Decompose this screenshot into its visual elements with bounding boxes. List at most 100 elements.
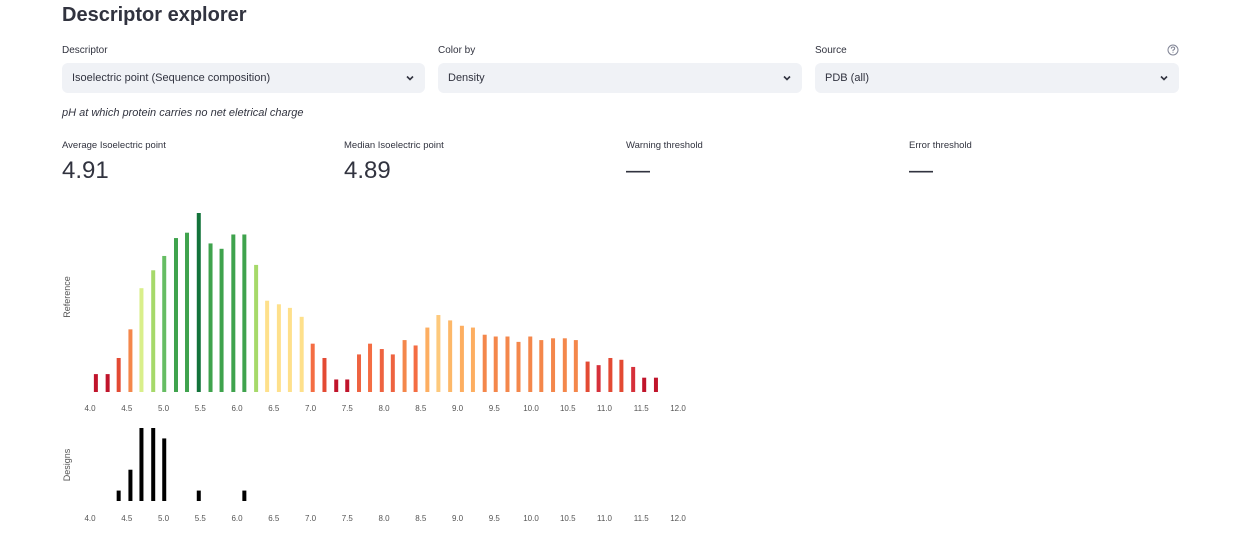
x-tick-label: 5.0 xyxy=(158,514,170,523)
chevron xyxy=(406,75,414,81)
bar xyxy=(242,490,247,501)
metric-label: Average Isoelectric point xyxy=(62,140,166,151)
bar xyxy=(116,357,121,392)
bar xyxy=(493,336,498,392)
x-tick-label: 6.5 xyxy=(268,514,280,523)
select[interactable]: PDB (all) xyxy=(815,63,1179,93)
x-tick-label: 5.5 xyxy=(195,404,207,413)
x-tick-label: 7.0 xyxy=(305,514,317,523)
bar xyxy=(287,307,292,392)
bar xyxy=(196,213,201,392)
x-tick-label: 4.5 xyxy=(121,514,133,523)
x-tick-label: 8.5 xyxy=(415,514,427,523)
bar xyxy=(390,354,395,392)
x-tick-label: 11.0 xyxy=(597,514,613,523)
bar xyxy=(299,316,304,392)
bar xyxy=(596,365,601,392)
x-tick-label: 6.5 xyxy=(268,404,280,413)
bar xyxy=(276,304,281,392)
help-icon[interactable] xyxy=(1167,44,1179,56)
x-tick-label: 12.0 xyxy=(670,514,686,523)
chevron xyxy=(783,75,791,81)
x-tick-label: 9.5 xyxy=(489,514,501,523)
bar xyxy=(242,234,247,392)
x-tick-label: 8.0 xyxy=(378,514,390,523)
bar xyxy=(413,345,418,392)
bar xyxy=(345,379,350,392)
select-value: Isoelectric point (Sequence composition) xyxy=(72,72,271,84)
x-tick-label: 7.5 xyxy=(342,514,354,523)
bar xyxy=(128,469,133,501)
x-tick-label: 7.0 xyxy=(305,404,317,413)
bar xyxy=(151,428,156,501)
x-tick-label: 11.0 xyxy=(597,404,613,413)
bar xyxy=(642,377,647,392)
x-tick-label: 9.0 xyxy=(452,404,464,413)
bar xyxy=(310,343,315,392)
x-tick-label: 7.5 xyxy=(342,404,354,413)
page-title: Descriptor explorer xyxy=(62,4,247,26)
bar xyxy=(505,336,510,392)
bar xyxy=(173,238,178,392)
metric-label: Error threshold xyxy=(909,140,972,151)
bar xyxy=(196,490,201,501)
x-tick-label: 8.5 xyxy=(415,404,427,413)
bar xyxy=(516,341,521,392)
select-value: Density xyxy=(448,72,485,84)
metric-value: 4.91 xyxy=(62,157,109,184)
bar xyxy=(619,359,624,392)
bar xyxy=(448,320,453,392)
bar xyxy=(322,357,327,392)
bar xyxy=(562,338,567,392)
bar xyxy=(459,325,464,392)
bar xyxy=(573,340,578,392)
bar xyxy=(357,354,362,392)
bar xyxy=(368,343,373,392)
bar xyxy=(539,340,544,392)
bar xyxy=(254,264,259,392)
bar xyxy=(162,255,167,392)
x-tick-label: 10.5 xyxy=(560,404,576,413)
x-tick-label: 5.0 xyxy=(158,404,170,413)
select[interactable]: Density xyxy=(438,63,802,93)
bar xyxy=(653,377,658,392)
bar xyxy=(105,374,110,392)
x-tick-label: 10.0 xyxy=(523,514,539,523)
bar xyxy=(551,338,556,392)
bar xyxy=(162,438,167,501)
bar xyxy=(482,334,487,392)
x-tick-label: 5.5 xyxy=(195,514,207,523)
bar xyxy=(528,336,533,392)
x-tick-label: 8.0 xyxy=(378,404,390,413)
x-tick-label: 10.5 xyxy=(560,514,576,523)
caption: pH at which protein carries no net eletr… xyxy=(62,107,304,119)
x-tick-label: 4.0 xyxy=(84,514,96,523)
bar xyxy=(231,234,236,392)
control-label: Source xyxy=(815,45,847,56)
bar xyxy=(219,248,224,392)
bar xyxy=(128,329,133,392)
bar xyxy=(185,232,190,392)
bar xyxy=(265,300,270,392)
x-tick-label: 11.5 xyxy=(634,404,650,413)
bar xyxy=(631,366,636,392)
bar xyxy=(436,315,441,392)
bar xyxy=(379,349,384,392)
select[interactable]: Isoelectric point (Sequence composition) xyxy=(62,63,425,93)
bar xyxy=(585,361,590,392)
metric-label: Warning threshold xyxy=(626,140,703,151)
y-axis-label: Reference xyxy=(62,276,72,318)
x-tick-label: 10.0 xyxy=(523,404,539,413)
x-tick-label: 11.5 xyxy=(634,514,650,523)
bar xyxy=(334,379,339,392)
chevron xyxy=(1160,75,1168,81)
metric-value: — xyxy=(909,157,933,184)
x-tick-label: 12.0 xyxy=(670,404,686,413)
x-tick-label: 9.5 xyxy=(489,404,501,413)
bar xyxy=(151,270,156,392)
bar xyxy=(93,374,98,392)
bar xyxy=(139,428,144,501)
metric-value: — xyxy=(626,157,650,184)
